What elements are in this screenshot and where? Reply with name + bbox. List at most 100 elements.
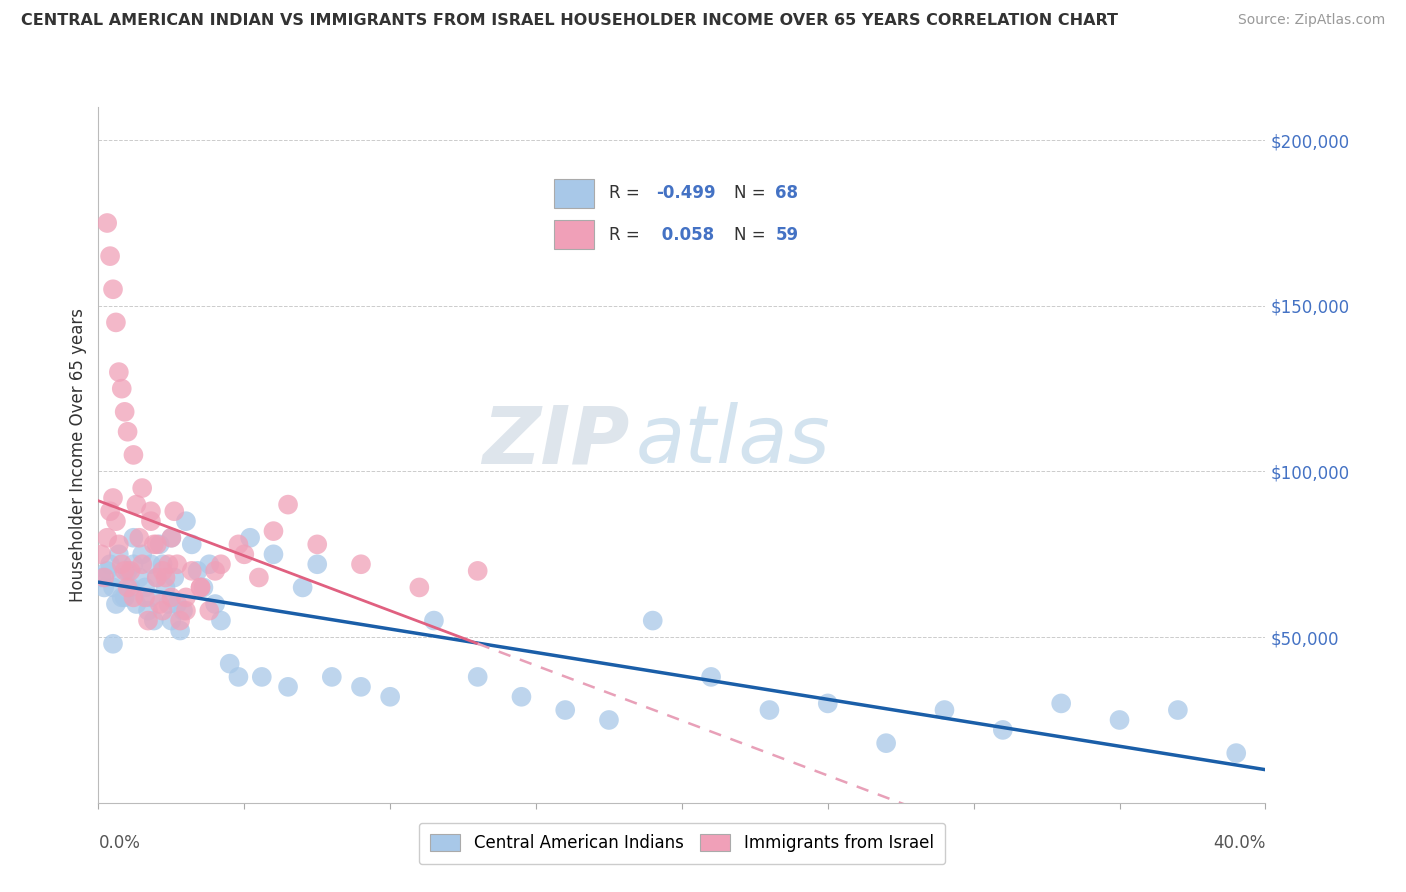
Point bbox=[139, 591, 162, 605]
Point bbox=[152, 604, 174, 618]
Point bbox=[321, 670, 343, 684]
Point bbox=[111, 558, 134, 572]
Point bbox=[598, 713, 620, 727]
Point bbox=[350, 680, 373, 694]
Point bbox=[174, 591, 197, 605]
Text: ZIP: ZIP bbox=[482, 402, 630, 480]
Point bbox=[277, 498, 299, 512]
Text: CENTRAL AMERICAN INDIAN VS IMMIGRANTS FROM ISRAEL HOUSEHOLDER INCOME OVER 65 YEA: CENTRAL AMERICAN INDIAN VS IMMIGRANTS FR… bbox=[21, 13, 1118, 29]
Point bbox=[991, 723, 1014, 737]
Point bbox=[152, 564, 174, 578]
Point bbox=[96, 564, 118, 578]
Point bbox=[190, 581, 212, 595]
Point bbox=[96, 531, 118, 545]
Point bbox=[117, 581, 139, 595]
Point bbox=[146, 570, 169, 584]
Point bbox=[146, 537, 169, 551]
Point bbox=[131, 547, 153, 561]
Point bbox=[157, 558, 180, 572]
Point bbox=[98, 249, 121, 263]
Legend: Central American Indians, Immigrants from Israel: Central American Indians, Immigrants fro… bbox=[419, 822, 945, 864]
Point bbox=[228, 670, 250, 684]
Point bbox=[378, 690, 402, 704]
Point bbox=[250, 670, 273, 684]
Text: R =: R = bbox=[609, 226, 645, 244]
Point bbox=[131, 558, 153, 572]
Point bbox=[423, 614, 446, 628]
Point bbox=[204, 564, 226, 578]
Point bbox=[180, 537, 202, 551]
Point bbox=[1050, 697, 1073, 711]
Point bbox=[160, 591, 183, 605]
Point bbox=[93, 581, 115, 595]
Text: atlas: atlas bbox=[636, 402, 830, 480]
Text: R =: R = bbox=[609, 184, 645, 202]
Point bbox=[1167, 703, 1189, 717]
Point bbox=[90, 547, 112, 561]
Point bbox=[180, 564, 202, 578]
Point bbox=[111, 570, 134, 584]
Point bbox=[247, 570, 270, 584]
Point bbox=[1225, 746, 1247, 760]
Point bbox=[160, 531, 183, 545]
Point bbox=[554, 703, 576, 717]
Point bbox=[136, 614, 159, 628]
Point bbox=[218, 657, 240, 671]
Point bbox=[111, 591, 134, 605]
Point bbox=[166, 558, 188, 572]
Point bbox=[700, 670, 723, 684]
Point bbox=[122, 448, 145, 462]
Point bbox=[467, 670, 489, 684]
Point bbox=[122, 531, 145, 545]
Point bbox=[101, 581, 124, 595]
Point bbox=[277, 680, 299, 694]
Point bbox=[174, 604, 197, 618]
Point bbox=[204, 597, 226, 611]
Text: -0.499: -0.499 bbox=[655, 184, 716, 202]
Text: 40.0%: 40.0% bbox=[1213, 834, 1265, 852]
Point bbox=[131, 481, 153, 495]
Text: 0.0%: 0.0% bbox=[98, 834, 141, 852]
Point bbox=[98, 504, 121, 518]
Point bbox=[163, 504, 186, 518]
Point bbox=[128, 570, 150, 584]
Point bbox=[146, 570, 169, 584]
Point bbox=[160, 531, 183, 545]
Point bbox=[93, 570, 115, 584]
Point bbox=[262, 547, 284, 561]
Point bbox=[163, 570, 186, 584]
Point bbox=[169, 614, 191, 628]
Point bbox=[128, 531, 150, 545]
Point bbox=[174, 514, 197, 528]
Point bbox=[1108, 713, 1130, 727]
Point bbox=[291, 581, 314, 595]
Point bbox=[172, 604, 194, 618]
Point bbox=[114, 591, 136, 605]
Point bbox=[125, 597, 148, 611]
Point bbox=[149, 537, 172, 551]
Point bbox=[187, 564, 209, 578]
Point bbox=[104, 514, 127, 528]
Point bbox=[157, 597, 180, 611]
Point bbox=[104, 597, 127, 611]
Point bbox=[98, 558, 121, 572]
Point bbox=[209, 558, 232, 572]
Point bbox=[233, 547, 256, 561]
Point bbox=[307, 558, 329, 572]
FancyBboxPatch shape bbox=[554, 220, 595, 249]
Text: 68: 68 bbox=[775, 184, 799, 202]
Point bbox=[117, 425, 139, 439]
Point bbox=[239, 531, 262, 545]
Point bbox=[122, 558, 145, 572]
Point bbox=[307, 537, 329, 551]
Point bbox=[134, 591, 156, 605]
Point bbox=[139, 504, 162, 518]
Point bbox=[101, 282, 124, 296]
Text: N =: N = bbox=[734, 226, 772, 244]
Point bbox=[142, 537, 165, 551]
Point bbox=[139, 514, 162, 528]
Point bbox=[122, 591, 145, 605]
Point bbox=[408, 581, 430, 595]
Text: Source: ZipAtlas.com: Source: ZipAtlas.com bbox=[1237, 13, 1385, 28]
Point bbox=[817, 697, 839, 711]
